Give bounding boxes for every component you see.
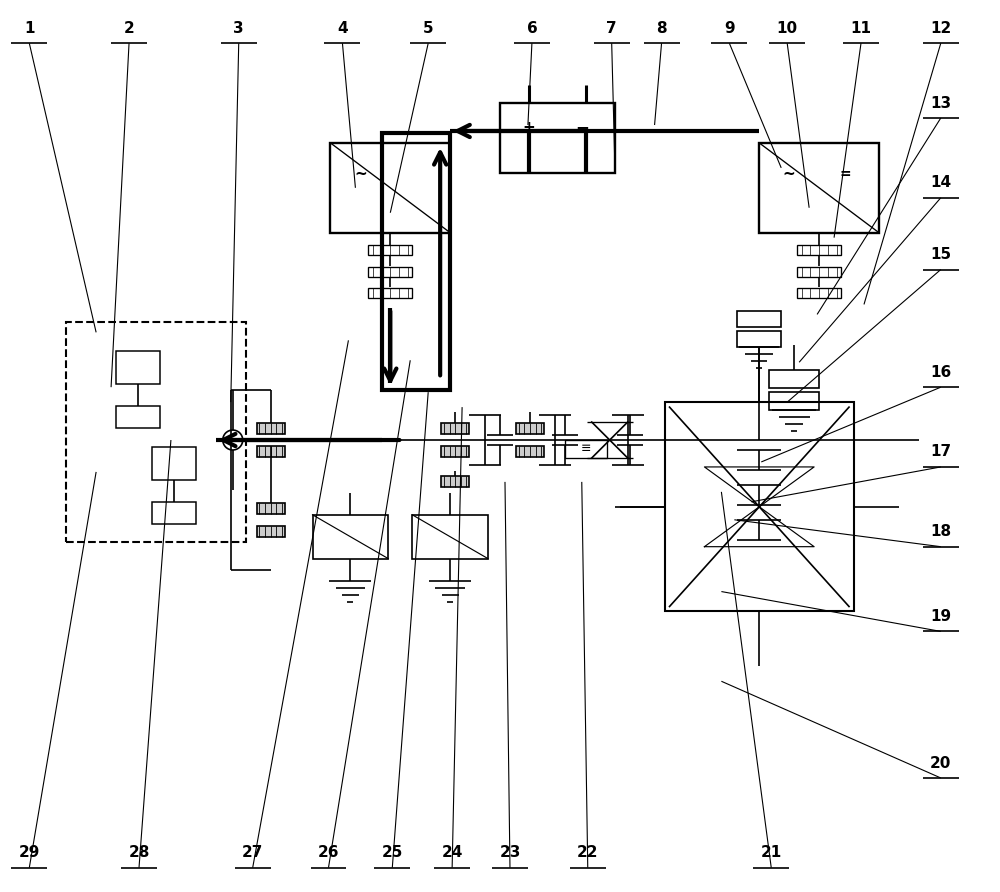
Text: 20: 20 [930, 756, 951, 771]
Bar [257, 503, 285, 514]
Text: −: − [576, 119, 590, 136]
Bar [66, 322, 246, 541]
Bar [565, 440, 607, 458]
Text: ~: ~ [783, 167, 796, 182]
Text: 2: 2 [124, 21, 134, 36]
Bar [665, 402, 854, 612]
Text: 22: 22 [577, 846, 599, 860]
Text: +: + [522, 120, 535, 135]
Bar [797, 267, 841, 277]
Text: 12: 12 [930, 21, 951, 36]
Text: 8: 8 [656, 21, 667, 36]
Bar [737, 311, 781, 327]
Bar [330, 143, 450, 233]
Bar [313, 515, 388, 558]
Bar [257, 525, 285, 537]
Text: 24: 24 [441, 846, 463, 860]
Text: =: = [840, 168, 851, 181]
Bar [152, 502, 196, 524]
Text: 25: 25 [382, 846, 403, 860]
Text: 26: 26 [318, 846, 339, 860]
Bar [441, 423, 469, 434]
Text: 3: 3 [233, 21, 244, 36]
Text: ≡: ≡ [581, 442, 591, 456]
Text: 27: 27 [242, 846, 263, 860]
Bar [116, 406, 160, 427]
Text: 15: 15 [930, 247, 951, 262]
Text: 29: 29 [19, 846, 40, 860]
Text: 16: 16 [930, 365, 951, 380]
Text: 14: 14 [930, 176, 951, 190]
Text: 5: 5 [423, 21, 434, 36]
Bar [516, 446, 544, 457]
Bar [152, 448, 196, 480]
Bar [257, 423, 285, 434]
Bar [759, 143, 879, 233]
Bar [797, 244, 841, 254]
Text: 21: 21 [761, 846, 782, 860]
Bar [769, 370, 819, 388]
Text: 28: 28 [128, 846, 150, 860]
Text: 19: 19 [930, 609, 951, 624]
Text: 1: 1 [24, 21, 35, 36]
Text: 18: 18 [930, 524, 951, 540]
Bar [116, 351, 160, 384]
Bar [516, 423, 544, 434]
Bar [412, 515, 488, 558]
Bar [769, 392, 819, 410]
Bar [737, 331, 781, 347]
Text: ~: ~ [354, 167, 367, 182]
Text: 13: 13 [930, 95, 951, 111]
Bar [441, 446, 469, 457]
Text: 9: 9 [724, 21, 735, 36]
Text: 10: 10 [777, 21, 798, 36]
Text: 7: 7 [606, 21, 617, 36]
Bar [368, 288, 412, 299]
Text: 17: 17 [930, 444, 951, 459]
Text: 4: 4 [337, 21, 348, 36]
Text: 6: 6 [527, 21, 537, 36]
Bar [797, 288, 841, 299]
Bar [257, 446, 285, 457]
Text: 23: 23 [499, 846, 521, 860]
Bar [368, 267, 412, 277]
Bar [368, 244, 412, 254]
Text: 11: 11 [850, 21, 871, 36]
Bar [441, 476, 469, 487]
Bar [382, 133, 450, 390]
Bar [500, 103, 615, 173]
